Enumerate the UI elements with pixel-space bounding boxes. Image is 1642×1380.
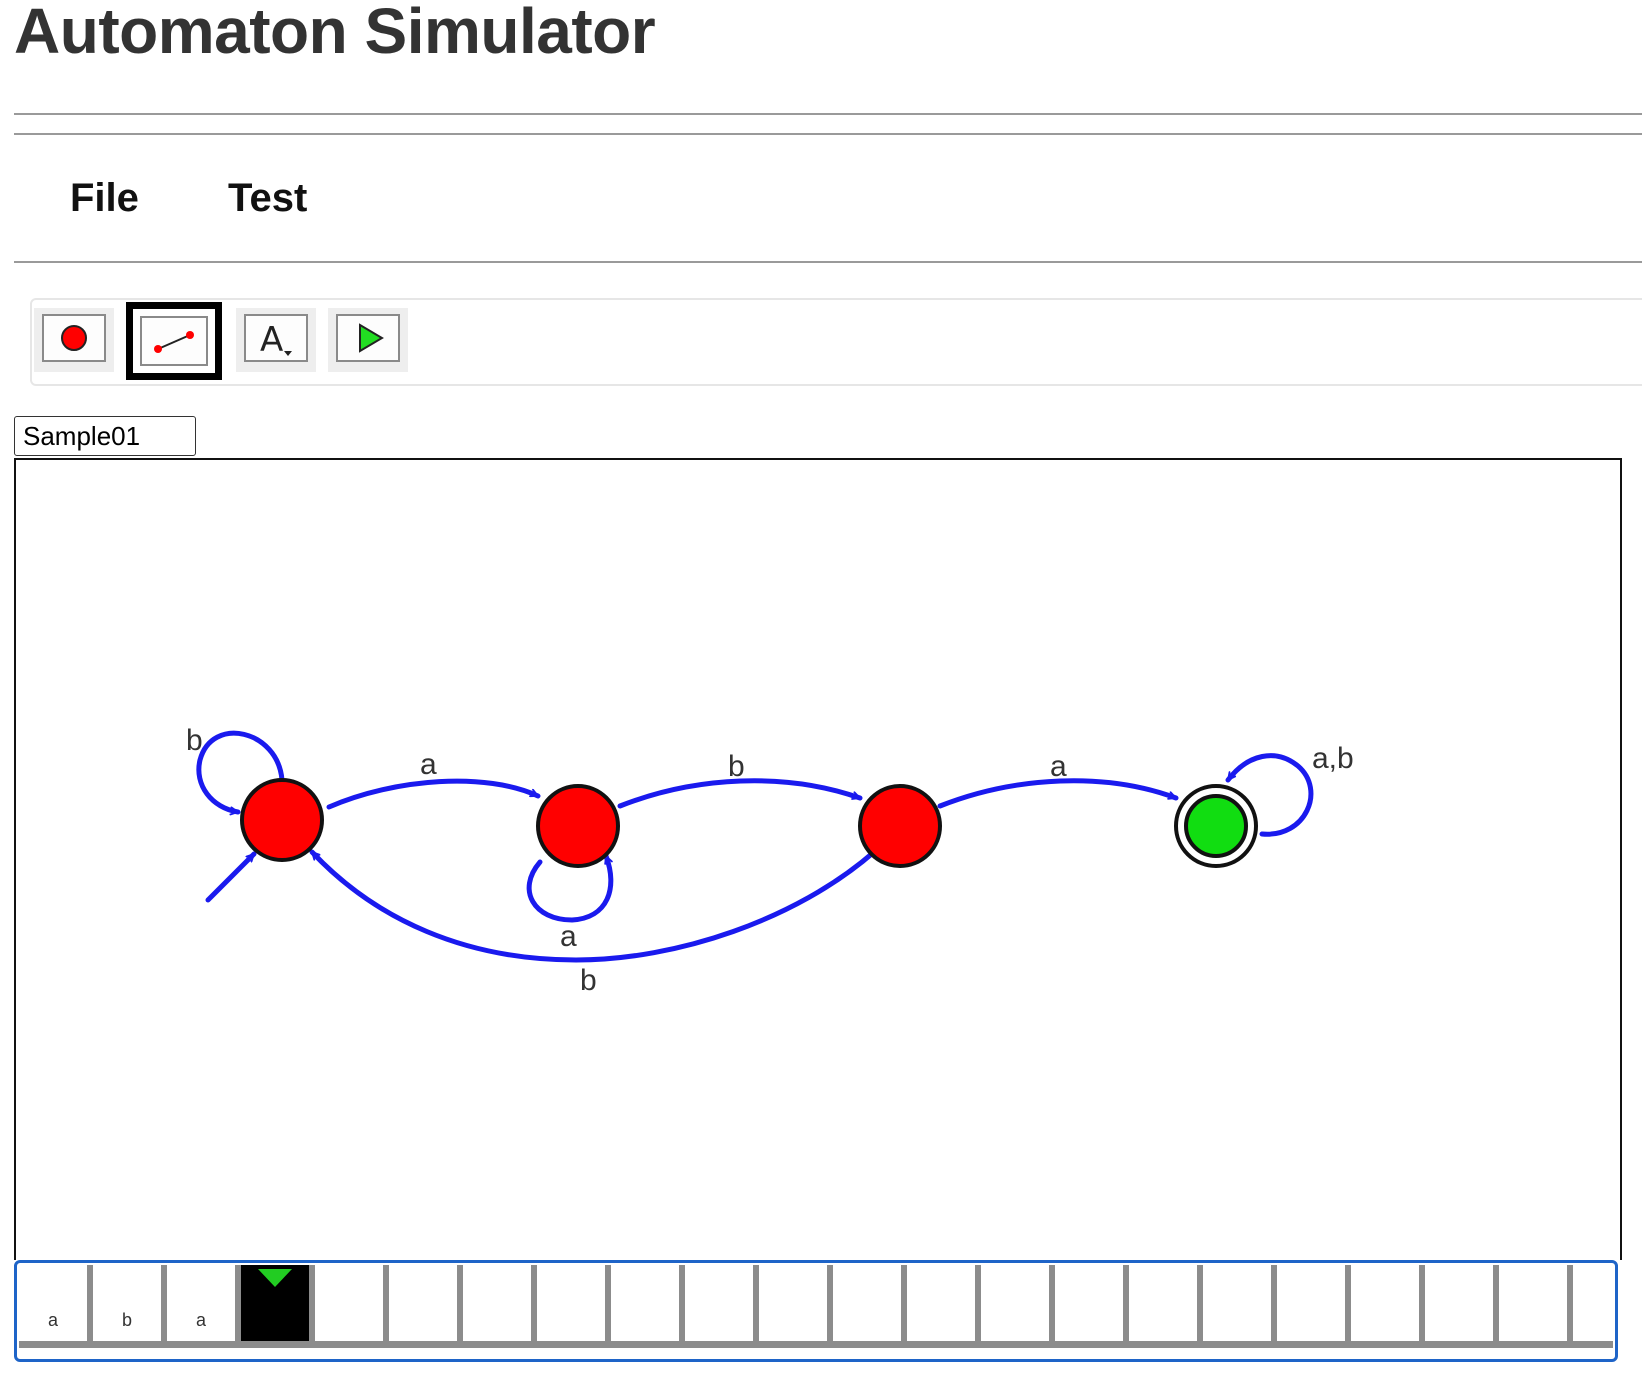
tape-cell[interactable]: a	[167, 1265, 241, 1341]
transition-q1-q1	[526, 853, 614, 923]
green-play-icon	[359, 323, 384, 353]
tape-cell[interactable]	[1055, 1265, 1129, 1341]
state-q0	[240, 778, 324, 862]
tape-cell[interactable]	[463, 1265, 537, 1341]
transition-label: a	[560, 920, 577, 953]
tape-cell[interactable]	[611, 1265, 685, 1341]
svg-text:A: A	[260, 320, 283, 358]
tape-cell[interactable]: b	[93, 1265, 167, 1341]
tape-cell[interactable]	[759, 1265, 833, 1341]
state-tool-button[interactable]	[34, 308, 114, 372]
transition-label: a	[420, 748, 437, 781]
run-tool-button[interactable]	[328, 308, 408, 372]
transition-label: b	[186, 724, 203, 757]
transition-label: a,b	[1312, 742, 1354, 775]
divider	[14, 113, 1642, 115]
tape-cell[interactable]	[1203, 1265, 1277, 1341]
automaton-diagram: b a a b a b a,b	[186, 724, 1354, 997]
tape-cell-head[interactable]	[241, 1265, 315, 1341]
state-q2	[858, 784, 942, 868]
tape-cell[interactable]	[833, 1265, 907, 1341]
label-tool-button[interactable]: A	[236, 308, 316, 372]
transition-q2-q0	[309, 849, 877, 963]
tape-cell[interactable]: a	[19, 1265, 93, 1341]
tape-cell[interactable]	[1425, 1265, 1499, 1341]
edge-line-icon	[154, 331, 194, 353]
transition-q3-q3	[1225, 753, 1314, 837]
divider	[14, 133, 1642, 135]
tape-cell[interactable]	[1277, 1265, 1351, 1341]
state-q1	[536, 784, 620, 868]
state-q3	[1184, 794, 1248, 858]
menu-file[interactable]: File	[70, 176, 139, 220]
app-title: Automaton Simulator	[14, 0, 656, 67]
transition-q0-q0	[196, 730, 285, 816]
tape-cell[interactable]	[685, 1265, 759, 1341]
automaton-name-input[interactable]	[14, 416, 196, 456]
tape-cell[interactable]	[981, 1265, 1055, 1341]
transition-q1-q2	[617, 778, 863, 809]
tape-cell[interactable]	[389, 1265, 463, 1341]
text-a-dropdown-icon: A	[260, 320, 292, 358]
red-circle-icon	[61, 325, 87, 351]
transition-q2-q3	[937, 778, 1179, 809]
divider	[14, 261, 1642, 263]
transition-label: a	[1050, 750, 1067, 783]
tape-cell[interactable]	[1499, 1265, 1573, 1341]
transition-label: b	[580, 964, 597, 997]
tape-cell[interactable]	[1129, 1265, 1203, 1341]
tape-cell[interactable]	[315, 1265, 389, 1341]
transition-tool-button[interactable]	[126, 302, 222, 380]
menu-test[interactable]: Test	[228, 176, 308, 220]
tape-cell[interactable]	[537, 1265, 611, 1341]
automaton-canvas[interactable]: b a a b a b a,b	[14, 458, 1622, 1260]
tape-head-pointer-icon	[258, 1269, 292, 1287]
tape-cell[interactable]	[1351, 1265, 1425, 1341]
tape-cell[interactable]	[907, 1265, 981, 1341]
initial-arrow	[205, 851, 257, 903]
transition-q0-q1	[326, 778, 541, 810]
transition-label: b	[728, 750, 745, 783]
